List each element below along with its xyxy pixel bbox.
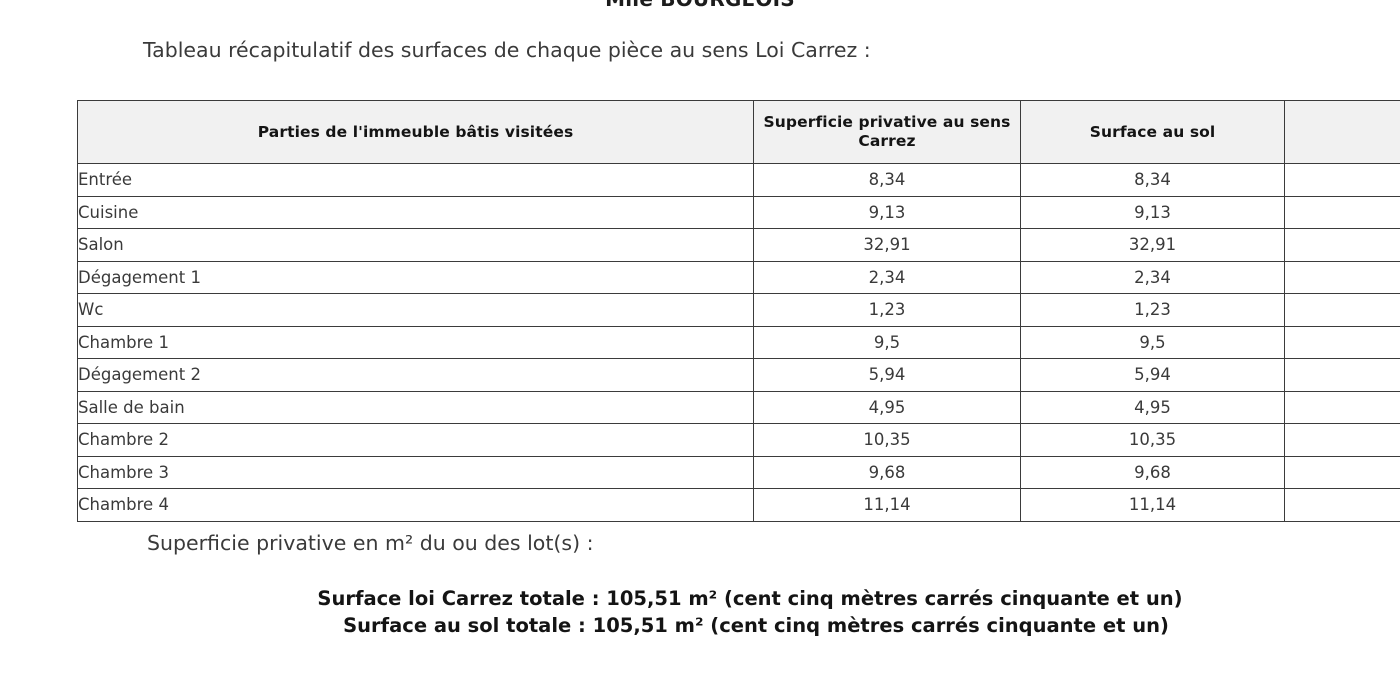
- table-row: Dégagement 2 5,94 5,94: [77, 358, 1400, 392]
- row-sol: 4,95: [1020, 390, 1285, 424]
- table-row: Dégagement 1 2,34 2,34: [77, 260, 1400, 294]
- footer-note: Superficie privative en m² du ou des lot…: [147, 531, 594, 555]
- column-header-surface-au-sol: Surface au sol: [1020, 100, 1285, 164]
- row-carrez: 9,13: [753, 195, 1021, 229]
- row-extra: [1284, 455, 1400, 489]
- row-extra: [1284, 195, 1400, 229]
- row-extra: [1284, 228, 1400, 262]
- document-title: Mlle BOURGEOIS: [0, 0, 1400, 11]
- totals-block: Surface loi Carrez totale : 105,51 m² (c…: [0, 586, 1400, 640]
- row-label: Chambre 1: [77, 325, 754, 359]
- table-row: Entrée 8,34 8,34: [77, 163, 1400, 197]
- row-sol: 11,14: [1020, 488, 1285, 522]
- table-row: Wc 1,23 1,23: [77, 293, 1400, 327]
- total-surface-au-sol-line: Surface au sol totale : 105,51 m² (cent …: [343, 613, 1169, 637]
- row-extra: [1284, 163, 1400, 197]
- row-sol: 1,23: [1020, 293, 1285, 327]
- row-label: Chambre 3: [77, 455, 754, 489]
- table-row: Chambre 4 11,14 11,14: [77, 488, 1400, 522]
- row-carrez: 9,68: [753, 455, 1021, 489]
- table-row: Salon 32,91 32,91: [77, 228, 1400, 262]
- surface-summary-table: Parties de l'immeuble bâtis visitées Sup…: [77, 100, 1400, 522]
- row-label: Salon: [77, 228, 754, 262]
- row-sol: 2,34: [1020, 260, 1285, 294]
- row-sol: 5,94: [1020, 358, 1285, 392]
- row-extra: [1284, 488, 1400, 522]
- row-label: Chambre 4: [77, 488, 754, 522]
- row-label: Cuisine: [77, 195, 754, 229]
- table-header: Parties de l'immeuble bâtis visitées Sup…: [77, 100, 1400, 164]
- column-header-extra: [1284, 100, 1400, 164]
- row-label: Entrée: [77, 163, 754, 197]
- row-sol: 9,5: [1020, 325, 1285, 359]
- row-extra: [1284, 260, 1400, 294]
- row-sol: 10,35: [1020, 423, 1285, 457]
- row-label: Wc: [77, 293, 754, 327]
- row-carrez: 8,34: [753, 163, 1021, 197]
- total-carrez-line: Surface loi Carrez totale : 105,51 m² (c…: [317, 587, 1183, 610]
- column-header-parties: Parties de l'immeuble bâtis visitées: [77, 100, 754, 164]
- row-carrez: 10,35: [753, 423, 1021, 457]
- row-carrez: 5,94: [753, 358, 1021, 392]
- row-extra: [1284, 390, 1400, 424]
- row-carrez: 32,91: [753, 228, 1021, 262]
- row-carrez: 2,34: [753, 260, 1021, 294]
- table-body: Entrée 8,34 8,34 Cuisine 9,13 9,13 Salon…: [77, 163, 1400, 522]
- row-extra: [1284, 358, 1400, 392]
- intro-paragraph: Tableau récapitulatif des surfaces de ch…: [143, 38, 871, 62]
- row-carrez: 4,95: [753, 390, 1021, 424]
- row-label: Dégagement 2: [77, 358, 754, 392]
- surface-table-container: Parties de l'immeuble bâtis visitées Sup…: [77, 100, 1400, 522]
- table-row: Salle de bain 4,95 4,95: [77, 390, 1400, 424]
- table-row: Cuisine 9,13 9,13: [77, 195, 1400, 229]
- row-label: Salle de bain: [77, 390, 754, 424]
- row-sol: 9,68: [1020, 455, 1285, 489]
- table-row: Chambre 1 9,5 9,5: [77, 325, 1400, 359]
- table-row: Chambre 2 10,35 10,35: [77, 423, 1400, 457]
- row-label: Chambre 2: [77, 423, 754, 457]
- row-extra: [1284, 293, 1400, 327]
- row-extra: [1284, 325, 1400, 359]
- row-sol: 32,91: [1020, 228, 1285, 262]
- table-row: Chambre 3 9,68 9,68: [77, 455, 1400, 489]
- column-header-carrez: Superficie privative au sens Carrez: [753, 100, 1021, 164]
- row-carrez: 9,5: [753, 325, 1021, 359]
- row-label: Dégagement 1: [77, 260, 754, 294]
- row-carrez: 1,23: [753, 293, 1021, 327]
- row-sol: 9,13: [1020, 195, 1285, 229]
- table-header-row: Parties de l'immeuble bâtis visitées Sup…: [77, 100, 1400, 164]
- row-sol: 8,34: [1020, 163, 1285, 197]
- row-carrez: 11,14: [753, 488, 1021, 522]
- row-extra: [1284, 423, 1400, 457]
